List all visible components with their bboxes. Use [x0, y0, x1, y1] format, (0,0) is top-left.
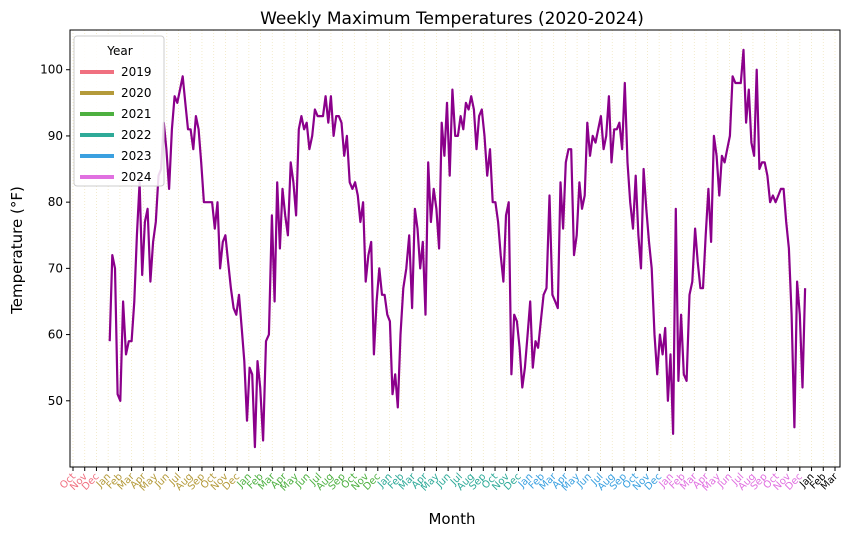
y-axis-label: Temperature (°F): [8, 186, 26, 315]
legend-label: 2019: [121, 65, 152, 79]
y-axis-ticks: 50 60 70 80 90 100: [40, 63, 70, 408]
chart-title: Weekly Maximum Temperatures (2020-2024): [260, 9, 644, 29]
legend-label: 2024: [121, 170, 152, 184]
legend-entries: 2019 2020 2021 2022 2023 2024: [80, 65, 152, 184]
y-tick-label: 90: [48, 129, 63, 143]
series-line-group: [108, 48, 807, 449]
y-tick-label: 60: [48, 328, 63, 342]
legend-label: 2021: [121, 107, 152, 121]
legend-title: Year: [106, 44, 132, 58]
legend-label: 2020: [121, 86, 152, 100]
legend-label: 2022: [121, 128, 152, 142]
x-axis-ticks: OctNovDecJanFebMarAprMayJunJulAugSepOctN…: [58, 467, 841, 494]
series-line: [108, 48, 807, 449]
x-axis-label: Month: [428, 510, 475, 528]
plot-frame: [69, 29, 841, 468]
y-tick-label: 50: [48, 394, 63, 408]
y-tick-label: 80: [48, 195, 63, 209]
legend: Year 2019 2020 2021 2022 2023 2024: [73, 35, 165, 187]
y-tick-label: 70: [48, 261, 63, 275]
legend-label: 2023: [121, 149, 152, 163]
y-tick-label: 100: [40, 63, 63, 77]
